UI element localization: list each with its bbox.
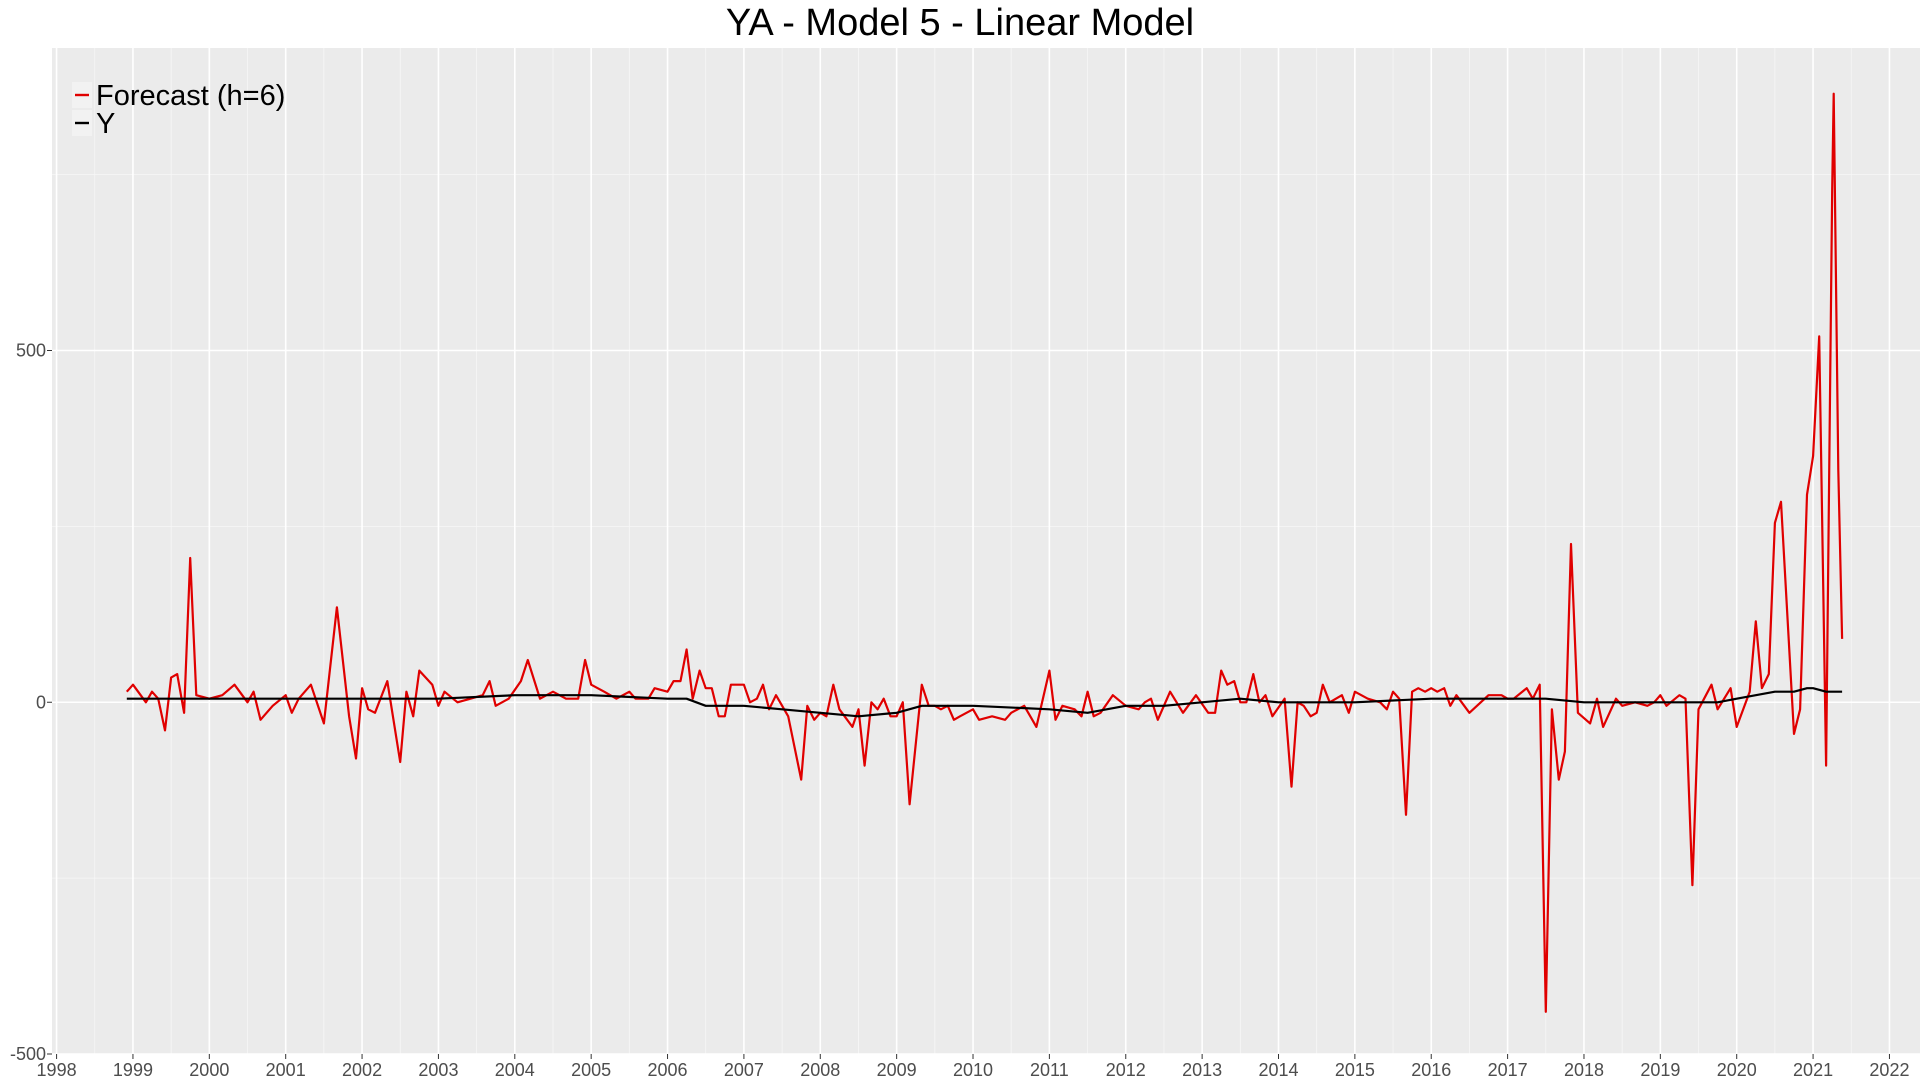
plot-panel	[52, 48, 1920, 1054]
x-tick-label: 2012	[1106, 1060, 1146, 1080]
x-tick-label: 2013	[1182, 1060, 1222, 1080]
x-tick-label: 2018	[1564, 1060, 1604, 1080]
x-tick-label: 2009	[877, 1060, 917, 1080]
x-tick-label: 2020	[1717, 1060, 1757, 1080]
grid-major	[52, 48, 1920, 1055]
series-line-forecast	[125, 92, 1844, 1013]
legend: Forecast (h=6)Y	[72, 80, 285, 140]
x-tick-label: 2006	[648, 1060, 688, 1080]
y-tick-label: -500	[10, 1044, 46, 1064]
series-line-y	[126, 687, 1843, 718]
x-tick-label: 2011	[1030, 1060, 1069, 1080]
x-tick-label: 2019	[1640, 1060, 1680, 1080]
x-tick-label: 2004	[495, 1060, 535, 1080]
x-tick-label: 2017	[1488, 1060, 1528, 1080]
y-axis: -500 0 500	[10, 341, 52, 1064]
chart-title: YA - Model 5 - Linear Model	[725, 2, 1195, 44]
x-tick-label: 2005	[571, 1060, 611, 1080]
x-tick-label: 1998	[37, 1060, 77, 1080]
x-tick-label: 2001	[266, 1060, 306, 1080]
x-tick-label: 1999	[113, 1060, 153, 1080]
x-tick-label: 2003	[418, 1060, 458, 1080]
x-tick-label: 2014	[1258, 1060, 1298, 1080]
legend-label-forecast: Forecast (h=6)	[96, 80, 285, 112]
x-tick-label: 2000	[189, 1060, 229, 1080]
x-tick-label: 2015	[1335, 1060, 1375, 1080]
x-tick-label: 2016	[1411, 1060, 1451, 1080]
x-tick-label: 2007	[724, 1060, 764, 1080]
x-tick-label: 2010	[953, 1060, 993, 1080]
x-tick-label: 2008	[800, 1060, 840, 1080]
x-axis: 1998 1999 2000 2001 2002 2003 2004 2005 2006 2007…	[37, 1054, 1909, 1080]
series-layer	[125, 92, 1844, 1013]
legend-label-y: Y	[96, 108, 115, 140]
y-tick-label: 0	[36, 692, 46, 712]
x-tick-label: 2022	[1869, 1060, 1909, 1080]
x-tick-label: 2021	[1793, 1060, 1833, 1080]
grid-minor	[52, 48, 1920, 1054]
y-tick-label: 500	[16, 341, 46, 361]
x-tick-label: 2002	[342, 1060, 382, 1080]
